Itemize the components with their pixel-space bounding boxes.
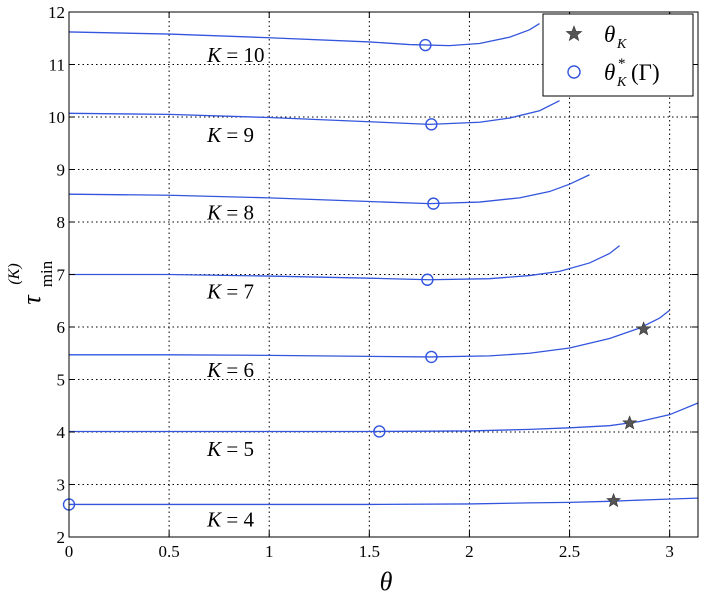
- curve-label: K = 9: [206, 123, 254, 147]
- theta-star-circle-marker: [425, 350, 438, 364]
- legend-box: [542, 13, 694, 97]
- curve-label: K = 7: [206, 279, 254, 303]
- legend-label-star-main: θ: [604, 22, 615, 47]
- x-tick-label: 1.5: [359, 542, 380, 561]
- curve-label-group: K = 4 K = 5 K = 6 K = 7 K = 8 K = 9 K = 10: [206, 43, 264, 532]
- y-tick-label: 3: [57, 476, 66, 495]
- legend-label-star-sub: K: [616, 37, 627, 52]
- y-tick-label: 5: [57, 371, 66, 390]
- y-tick-label: 12: [48, 3, 65, 22]
- y-tick-label: 7: [57, 266, 66, 285]
- x-tick-label: 1: [265, 542, 274, 561]
- y-tick-label: 6: [57, 318, 66, 337]
- x-tick-label: 3: [665, 542, 674, 561]
- legend-entry-circle: θ * K (Γ): [567, 56, 660, 90]
- circle-icon: [567, 65, 581, 79]
- theta-star-circle-marker: [419, 38, 432, 52]
- curve-label: K = 6: [206, 358, 254, 382]
- curve-label: K = 10: [206, 43, 264, 67]
- y-tick-label: 9: [57, 161, 66, 180]
- theta-star-circle-marker: [421, 273, 434, 286]
- legend-label-circle-sub: K: [616, 75, 627, 90]
- y-tick-label: 8: [57, 213, 66, 232]
- legend-label-circle-sup: *: [618, 56, 626, 72]
- series-line: [68, 174, 590, 205]
- legend: θ K θ * K (Γ): [542, 13, 694, 97]
- theta-star-circle-marker: [425, 118, 438, 131]
- axis-ticks: 0 0.5 1 1.5 2 2.5 3 2 3 4 5 6 7 8 9 10 11 12: [48, 3, 698, 561]
- y-axis-label: τ (K) min: [6, 260, 56, 304]
- legend-entry-star: θ K: [565, 22, 627, 52]
- x-tick-label: 2: [465, 542, 474, 561]
- x-axis-label: θ: [380, 567, 393, 595]
- curve-label: K = 5: [206, 437, 254, 461]
- theta-k-star-marker: [636, 321, 652, 336]
- x-tick-label: 0: [65, 542, 74, 561]
- theta-k-star-marker: [622, 415, 638, 430]
- y-tick-label: 10: [48, 108, 65, 127]
- legend-label-circle-suffix: (Γ): [631, 60, 660, 85]
- series-line: [69, 245, 621, 281]
- x-tick-label: 2.5: [559, 542, 580, 561]
- series-line: [69, 497, 698, 506]
- y-tick-label: 2: [57, 528, 66, 547]
- curve-label: K = 4: [206, 508, 254, 532]
- y-axis-label-sup: (K): [6, 263, 23, 284]
- theta-star-circle-marker: [427, 197, 440, 210]
- series-line: [68, 22, 540, 47]
- y-axis-label-sub: min: [37, 260, 56, 287]
- theta-k-star-marker: [606, 492, 622, 508]
- star-icon: [565, 25, 583, 42]
- legend-label-circle-main: θ: [604, 60, 615, 85]
- curve-label: K = 8: [206, 201, 254, 225]
- series-line: [68, 100, 560, 126]
- y-tick-label: 11: [49, 56, 65, 75]
- series-line: [69, 402, 698, 433]
- x-tick-label: 0.5: [158, 542, 179, 561]
- y-tick-label: 4: [57, 423, 66, 442]
- y-axis-label-main: τ: [17, 294, 46, 305]
- theta-star-circle-marker: [373, 425, 386, 438]
